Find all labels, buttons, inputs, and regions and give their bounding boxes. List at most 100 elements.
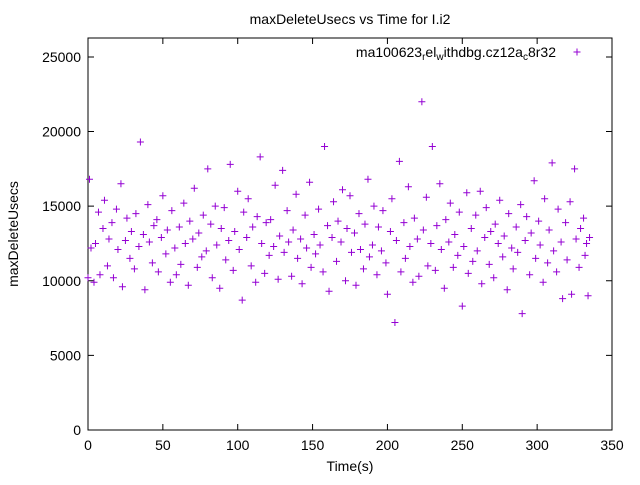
- data-point: [271, 181, 279, 189]
- data-point: [294, 254, 302, 262]
- data-point: [139, 231, 147, 239]
- data-point: [288, 272, 296, 280]
- data-point: [467, 225, 475, 233]
- data-point: [427, 239, 435, 247]
- data-point: [436, 180, 444, 188]
- legend-label-subscript: c: [523, 52, 528, 63]
- data-point: [159, 192, 167, 200]
- x-tick-label: 200: [376, 437, 400, 453]
- y-tick-label: 0: [73, 422, 81, 438]
- data-point: [460, 242, 468, 250]
- data-point: [505, 210, 513, 218]
- data-point: [213, 241, 221, 249]
- legend-label-segment: 8r32: [528, 44, 556, 60]
- data-point: [500, 232, 508, 240]
- data-point: [154, 268, 162, 276]
- data-point: [315, 205, 323, 213]
- data-point: [521, 236, 529, 244]
- data-point: [108, 219, 116, 227]
- data-point: [99, 225, 107, 233]
- data-point: [238, 296, 246, 304]
- data-point: [319, 268, 327, 276]
- data-point: [355, 210, 363, 218]
- data-point: [310, 231, 318, 239]
- data-point: [446, 199, 454, 207]
- data-point: [90, 278, 98, 286]
- data-point: [418, 98, 426, 106]
- data-point: [397, 268, 405, 276]
- data-point: [283, 207, 291, 215]
- data-point: [485, 260, 493, 268]
- data-point: [285, 238, 293, 246]
- data-point: [127, 228, 135, 236]
- data-point: [297, 235, 305, 243]
- data-point: [301, 211, 309, 219]
- data-point: [270, 242, 278, 250]
- x-tick-label: 300: [525, 437, 549, 453]
- data-point: [347, 248, 355, 256]
- data-point: [455, 208, 463, 216]
- data-point: [225, 236, 233, 244]
- data-point: [243, 234, 251, 242]
- data-point: [253, 213, 261, 221]
- data-point: [177, 260, 185, 268]
- data-point: [553, 268, 561, 276]
- data-point: [204, 165, 212, 173]
- data-point: [392, 236, 400, 244]
- data-point: [261, 269, 269, 277]
- data-point: [96, 271, 104, 279]
- data-point: [180, 199, 188, 207]
- data-point: [130, 265, 138, 273]
- data-point: [449, 263, 457, 271]
- data-point: [172, 271, 180, 279]
- data-point: [422, 193, 430, 201]
- data-point: [550, 247, 558, 255]
- x-tick-label: 0: [84, 437, 92, 453]
- data-point: [217, 225, 225, 233]
- data-point: [307, 263, 315, 271]
- data-point: [491, 220, 499, 228]
- data-point: [109, 274, 117, 282]
- data-point: [342, 277, 350, 285]
- data-point: [343, 225, 351, 233]
- data-point: [481, 234, 489, 242]
- data-point: [563, 256, 571, 264]
- data-point: [586, 234, 594, 242]
- data-point: [490, 274, 498, 282]
- data-point: [518, 310, 526, 318]
- chart-title: maxDeleteUsecs vs Time for I.i2: [250, 11, 451, 27]
- data-point: [153, 216, 161, 224]
- data-point: [365, 253, 373, 261]
- data-point: [512, 223, 520, 231]
- data-point: [244, 195, 252, 203]
- data-point: [289, 226, 297, 234]
- data-point: [379, 207, 387, 215]
- y-axis-label: maxDeleteUsecs: [5, 181, 21, 287]
- data-point: [328, 234, 336, 242]
- data-point: [526, 271, 534, 279]
- data-point: [419, 226, 427, 234]
- data-point: [544, 259, 552, 267]
- data-point: [494, 239, 502, 247]
- data-point: [144, 201, 152, 209]
- data-point: [409, 278, 417, 286]
- data-point: [312, 250, 320, 258]
- data-point: [527, 229, 535, 237]
- data-point: [532, 254, 540, 262]
- data-point: [361, 220, 369, 228]
- legend-label-segment: ma100623: [356, 44, 422, 60]
- data-point: [415, 272, 423, 280]
- data-point: [123, 214, 131, 222]
- data-point: [136, 138, 144, 146]
- data-point: [103, 262, 111, 270]
- data-point: [186, 217, 194, 225]
- data-point: [530, 177, 538, 185]
- data-point: [413, 235, 421, 243]
- data-point: [359, 265, 367, 273]
- legend-plus-icon: [573, 48, 581, 56]
- data-point: [330, 198, 338, 206]
- data-point: [199, 211, 207, 219]
- data-point: [157, 234, 165, 242]
- data-point: [476, 187, 484, 195]
